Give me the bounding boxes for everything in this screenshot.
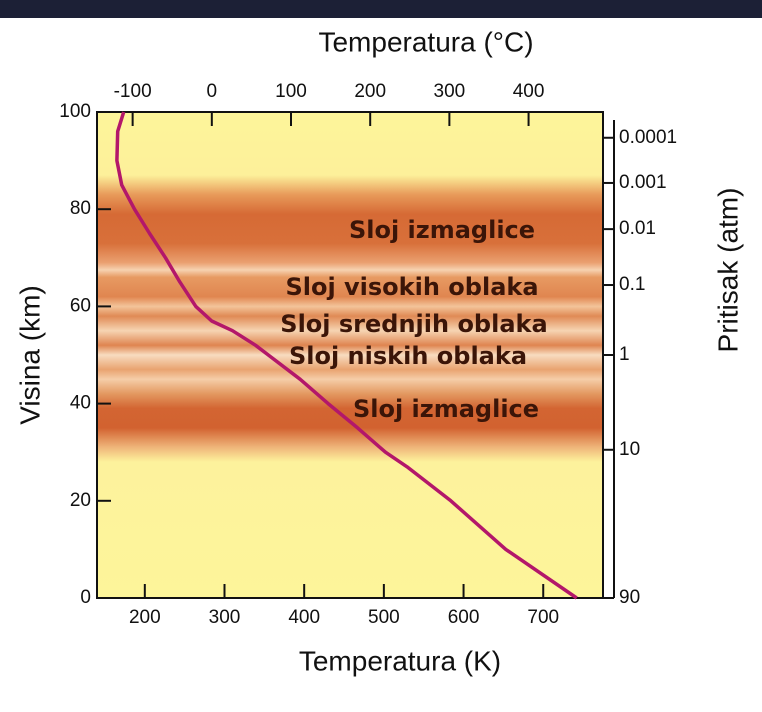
layer-label: Sloj visokih oblaka (285, 273, 538, 301)
y2-tick-label: 10 (619, 439, 640, 460)
x-tick-label: 300 (209, 607, 241, 628)
plot-frame (96, 111, 604, 599)
y-tick-label: 40 (70, 393, 91, 414)
layer-label: Sloj izmaglice (353, 395, 539, 423)
x2-tick-label: 0 (207, 81, 218, 102)
x-tick-label: 200 (129, 607, 161, 628)
y2-tick-label: 0.001 (619, 172, 667, 193)
y-tick-label: 0 (80, 587, 91, 608)
x-tick-label: 700 (527, 607, 559, 628)
temperature-line (115, 111, 578, 600)
y-title: Visina (km) (14, 285, 45, 425)
layer-label: Sloj izmaglice (349, 216, 535, 244)
top-strip (0, 0, 762, 18)
x2-tick-label: 400 (513, 81, 545, 102)
y-tick-label: 20 (70, 490, 91, 511)
layer-label: Sloj niskih oblaka (289, 342, 527, 370)
x-tick-label: 400 (288, 607, 320, 628)
y2-title: Pritisak (atm) (712, 188, 743, 353)
plot-background (97, 112, 603, 598)
y-tick-label: 80 (70, 198, 91, 219)
x-tick-label: 600 (448, 607, 480, 628)
y2-tick-label: 90 (619, 587, 640, 608)
y2-tick-label: 0.1 (619, 274, 645, 295)
y2-tick-label: 1 (619, 344, 630, 365)
x2-title: Temperatura (°C) (318, 26, 533, 57)
x-title: Temperatura (K) (299, 645, 501, 676)
y-tick-label: 100 (59, 101, 91, 122)
y-tick-label: 60 (70, 295, 91, 316)
x2-tick-label: 100 (275, 81, 307, 102)
x2-tick-label: -100 (114, 81, 152, 102)
x2-tick-label: 300 (434, 81, 466, 102)
y2-tick-label: 0.0001 (619, 127, 677, 148)
layer-label: Sloj srednjih oblaka (280, 310, 547, 338)
y2-tick-label: 0.01 (619, 218, 656, 239)
x-tick-label: 500 (368, 607, 400, 628)
x2-tick-label: 200 (354, 81, 386, 102)
